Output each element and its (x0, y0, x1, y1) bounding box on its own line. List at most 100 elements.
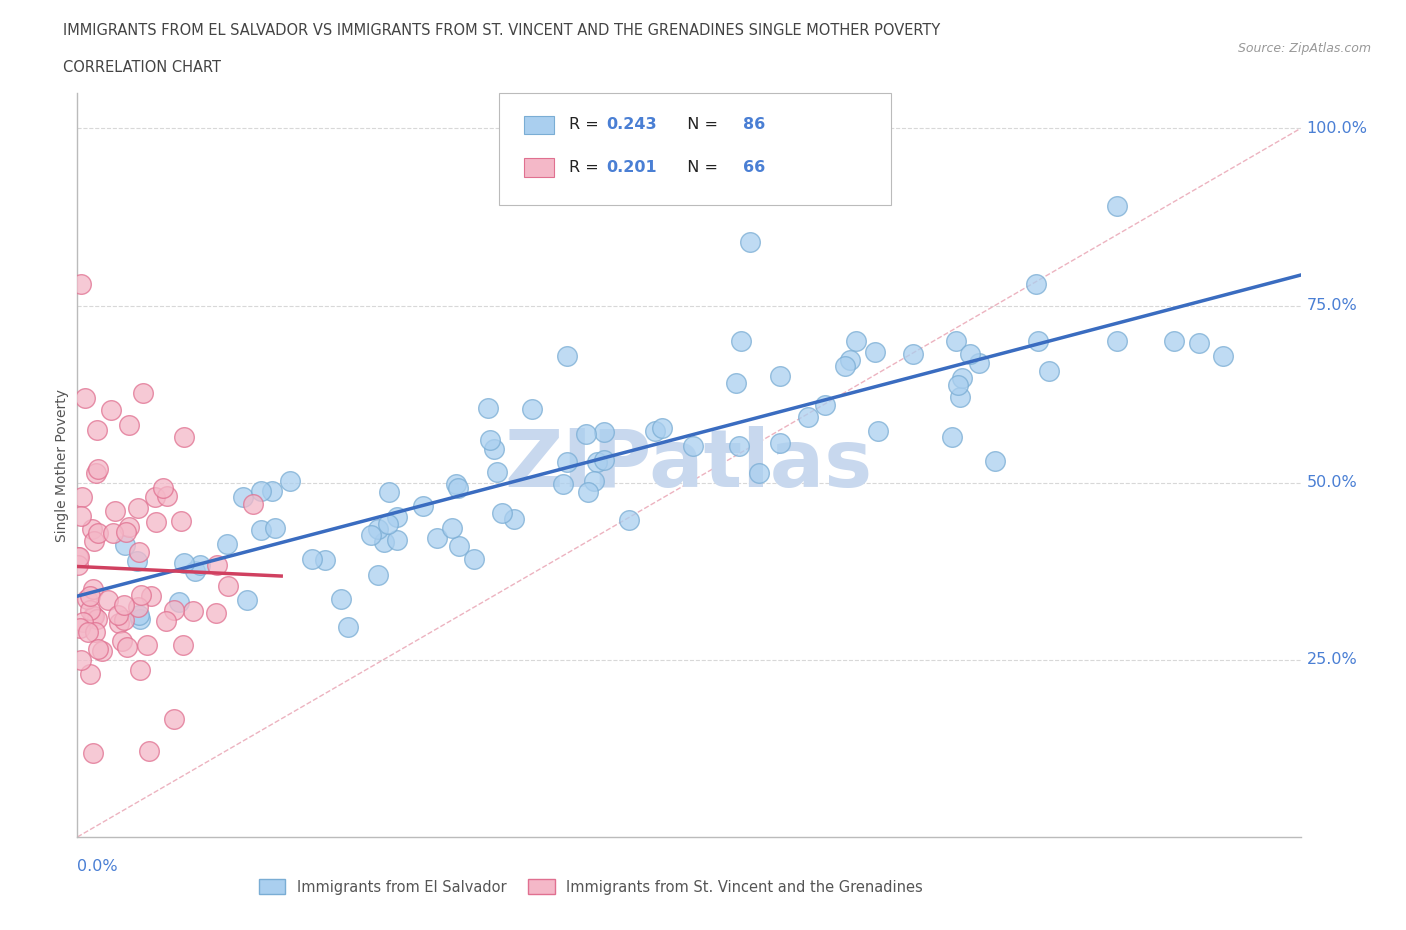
Point (145, 489, 167, 504)
Point (104, 503, 127, 518)
Point (87, 525, 110, 540)
Point (79, 667, 101, 682)
Point (901, 347, 924, 362)
Point (576, 485, 599, 499)
Point (204, 606, 226, 621)
Point (557, 349, 579, 364)
Point (83, 625, 105, 640)
Point (82, 746, 104, 761)
Point (263, 521, 285, 536)
Point (482, 441, 505, 456)
Point (107, 607, 129, 622)
Point (163, 712, 186, 727)
Point (444, 477, 467, 492)
Text: 0.0%: 0.0% (77, 859, 118, 874)
Point (215, 537, 238, 551)
Point (80, 522, 103, 537)
Point (156, 488, 179, 503)
Point (387, 510, 409, 525)
Point (79, 603, 101, 618)
Point (181, 604, 204, 618)
Point (373, 534, 395, 549)
Point (360, 527, 382, 542)
Point (814, 398, 837, 413)
Point (100, 403, 122, 418)
Point (367, 567, 389, 582)
Point (367, 522, 389, 537)
Text: 100.0%: 100.0% (1306, 121, 1368, 136)
Point (769, 369, 792, 384)
Point (555, 455, 578, 470)
Text: 0.243: 0.243 (606, 117, 657, 132)
Point (949, 390, 972, 405)
Point (152, 481, 174, 496)
Point (217, 578, 239, 593)
Point (945, 334, 967, 349)
Point (127, 500, 149, 515)
Point (249, 522, 271, 537)
Point (69, 277, 91, 292)
Point (477, 401, 499, 416)
Point (155, 614, 177, 629)
Point (586, 454, 609, 469)
Point (173, 430, 195, 445)
Point (377, 517, 399, 532)
Point (118, 520, 141, 535)
Point (412, 499, 434, 514)
Point (101, 525, 124, 540)
Point (491, 505, 513, 520)
Point (76, 591, 98, 606)
Point (128, 544, 150, 559)
FancyBboxPatch shape (499, 93, 891, 205)
Point (163, 603, 186, 618)
Point (834, 358, 856, 373)
Point (84, 466, 107, 481)
Point (385, 532, 408, 547)
Bar (524, 158, 554, 177)
Point (118, 418, 141, 432)
Point (682, 439, 704, 454)
Text: ZIPatlas: ZIPatlas (505, 426, 873, 504)
Text: R =: R = (569, 117, 605, 132)
Point (730, 334, 752, 349)
Point (619, 512, 641, 527)
Text: N =: N = (676, 160, 723, 175)
Point (242, 497, 264, 512)
Point (463, 551, 485, 566)
Point (136, 637, 159, 652)
Legend: Immigrants from El Salvador, Immigrants from St. Vincent and the Grenadines: Immigrants from El Salvador, Immigrants … (253, 873, 929, 900)
Text: IMMIGRANTS FROM EL SALVADOR VS IMMIGRANTS FROM ST. VINCENT AND THE GRENADINES SI: IMMIGRANTS FROM EL SALVADOR VS IMMIGRANT… (63, 23, 941, 38)
Text: R =: R = (569, 160, 605, 175)
Text: Source: ZipAtlas.com: Source: ZipAtlas.com (1237, 42, 1371, 55)
Point (1212, 349, 1234, 364)
Point (503, 512, 526, 526)
Point (651, 420, 673, 435)
Point (232, 490, 254, 505)
Y-axis label: Single Mother Poverty: Single Mother Poverty (55, 389, 69, 541)
Point (70, 490, 93, 505)
Point (86, 612, 108, 627)
Point (128, 608, 150, 623)
Point (845, 334, 868, 349)
Point (67, 550, 90, 565)
Point (108, 616, 131, 631)
Point (950, 370, 973, 385)
Point (984, 454, 1007, 469)
Point (959, 346, 981, 361)
Point (188, 557, 211, 572)
Point (727, 438, 749, 453)
Point (112, 597, 135, 612)
Text: 75.0%: 75.0% (1306, 299, 1357, 313)
Point (82, 609, 104, 624)
Point (170, 514, 193, 529)
Point (145, 515, 167, 530)
Point (91, 644, 114, 658)
Point (77, 625, 100, 640)
Point (1107, 199, 1129, 214)
Point (553, 476, 575, 491)
Point (378, 485, 401, 499)
Point (447, 481, 470, 496)
Point (138, 743, 160, 758)
Point (839, 352, 862, 367)
Point (141, 589, 163, 604)
